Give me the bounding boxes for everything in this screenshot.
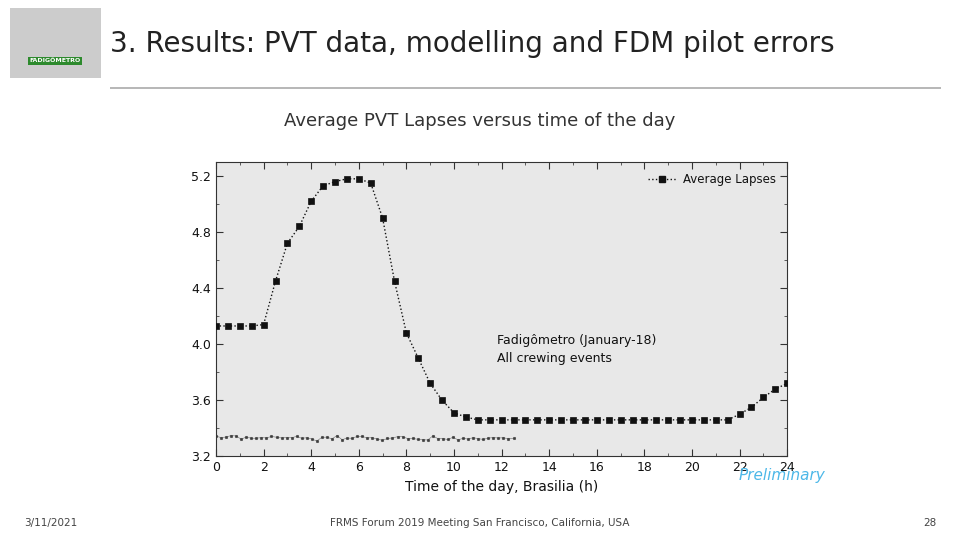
Text: Average PVT Lapses versus time of the day: Average PVT Lapses versus time of the da… xyxy=(284,112,676,131)
Text: Preliminary: Preliminary xyxy=(739,468,826,483)
Text: FRMS Forum 2019 Meeting San Francisco, California, USA: FRMS Forum 2019 Meeting San Francisco, C… xyxy=(330,518,630,528)
FancyBboxPatch shape xyxy=(10,8,101,78)
Text: 3. Results: PVT data, modelling and FDM pilot errors: 3. Results: PVT data, modelling and FDM … xyxy=(110,30,835,58)
Text: 3/11/2021: 3/11/2021 xyxy=(24,518,77,528)
Legend: Average Lapses: Average Lapses xyxy=(645,171,779,188)
X-axis label: Time of the day, Brasilia (h): Time of the day, Brasilia (h) xyxy=(405,480,598,494)
Text: 28: 28 xyxy=(923,518,936,528)
Text: FADIGÔMETRO: FADIGÔMETRO xyxy=(30,58,81,63)
Text: Fadigômetro (January-18)
All crewing events: Fadigômetro (January-18) All crewing eve… xyxy=(497,334,657,365)
